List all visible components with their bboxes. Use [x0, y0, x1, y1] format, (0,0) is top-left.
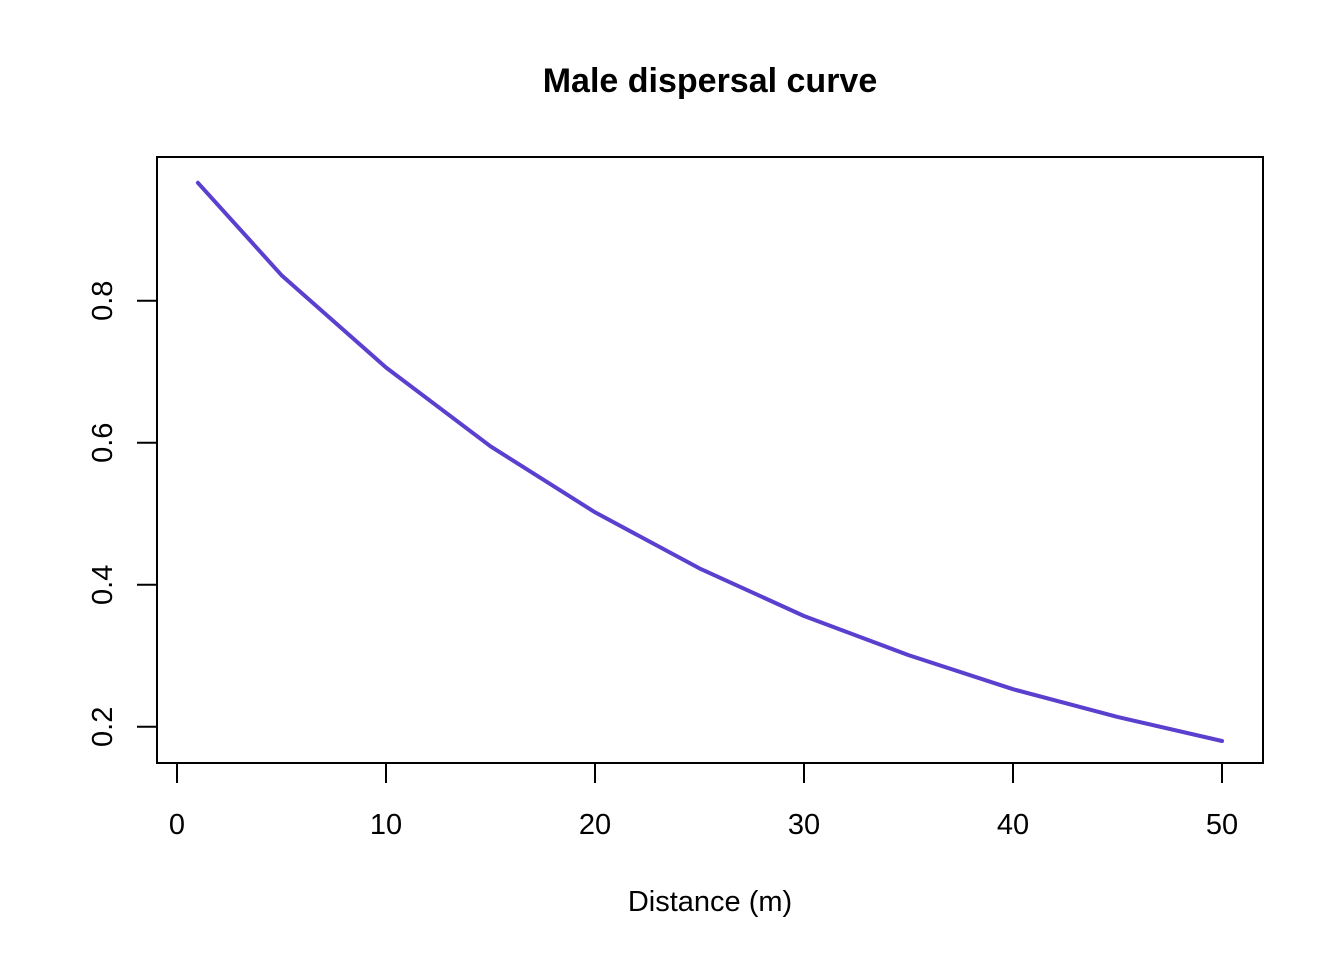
series-layer [195, 180, 1224, 743]
x-axis: 0 10 20 30 40 50 [169, 762, 1238, 841]
x-tick-label: 50 [1206, 809, 1238, 841]
x-axis-label: Distance (m) [628, 886, 792, 918]
y-axis: 0.2 0.4 0.6 0.8 [87, 281, 158, 747]
y-tick-label: 0.2 [87, 707, 119, 747]
series-line [195, 180, 1224, 743]
x-tick-label: 20 [579, 809, 611, 841]
y-tick-label: 0.4 [87, 565, 119, 605]
chart-title: Male dispersal curve [543, 62, 878, 100]
x-tick-label: 0 [169, 809, 185, 841]
x-tick-label: 30 [788, 809, 820, 841]
x-tick-label: 40 [997, 809, 1029, 841]
y-tick-label: 0.6 [87, 423, 119, 463]
plot-frame [156, 156, 1264, 764]
y-tick-label: 0.8 [87, 281, 119, 321]
x-tick-label: 10 [370, 809, 402, 841]
